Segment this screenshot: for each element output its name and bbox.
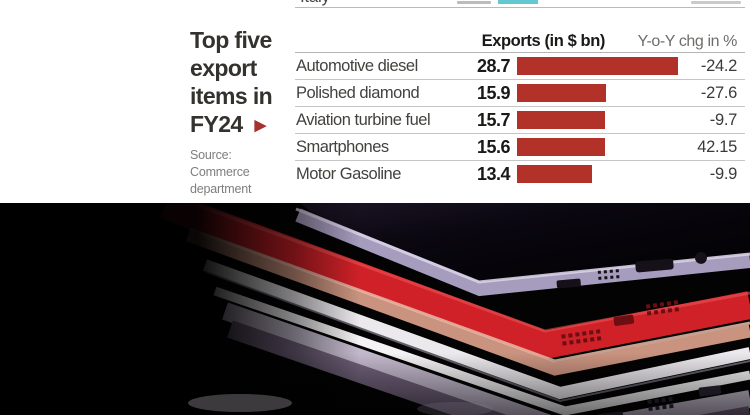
clipped-row-label: Italy: [300, 0, 330, 7]
title-line-4: FY24 ▶: [190, 110, 302, 142]
row-exports-value: 13.4: [476, 164, 511, 184]
title-fy24: FY24: [190, 111, 243, 137]
row-label: Aviation turbine fuel: [296, 111, 431, 129]
row-yoy-value: 42.15: [697, 138, 737, 156]
row-yoy-value: -9.9: [709, 165, 738, 183]
row-bar: [517, 138, 605, 156]
export-table: Exports (in $ bn) Y-o-Y chg in % Automot…: [295, 30, 745, 187]
row-yoy-value: -27.6: [700, 84, 737, 102]
column-header-exports: Exports (in $ bn): [481, 32, 606, 50]
clipped-digits: [691, 1, 741, 4]
chart-title: Top five export items in FY24 ▶: [190, 26, 302, 142]
clipped-previous-chart-row: Italy: [295, 0, 745, 8]
smartphones-photo: [0, 203, 750, 415]
row-yoy-value: -24.2: [700, 57, 737, 75]
table-row: Automotive diesel 28.7 -24.2: [295, 53, 745, 80]
source-note: Source: Commerce department: [190, 147, 251, 198]
table-header: Exports (in $ bn) Y-o-Y chg in %: [295, 30, 745, 53]
source-line-3: department: [190, 182, 252, 196]
row-bar: [517, 111, 606, 129]
row-bar: [517, 84, 607, 102]
row-label: Motor Gasoline: [296, 165, 401, 183]
clipped-cyan-bar: [498, 0, 538, 4]
row-label: Automotive diesel: [296, 57, 418, 75]
clipped-digits: [457, 1, 491, 4]
row-exports-value: 15.7: [476, 110, 511, 130]
title-line-1: Top five: [190, 27, 272, 53]
smartphones-photo-art: [0, 203, 750, 415]
title-line-2: export: [190, 55, 257, 81]
table-row: Smartphones 15.6 42.15: [295, 134, 745, 161]
title-line-3: items in: [190, 83, 273, 109]
row-yoy-value: -9.7: [709, 111, 738, 129]
table-rows: Automotive diesel 28.7 -24.2 Polished di…: [295, 53, 745, 187]
row-exports-value: 15.6: [476, 137, 511, 157]
row-label: Polished diamond: [296, 84, 420, 102]
table-row: Aviation turbine fuel 15.7 -9.7: [295, 107, 745, 134]
row-bar: [517, 57, 678, 75]
row-label: Smartphones: [296, 138, 389, 156]
table-row: Polished diamond 15.9 -27.6: [295, 80, 745, 107]
table-row: Motor Gasoline 13.4 -9.9: [295, 161, 745, 187]
row-exports-value: 28.7: [476, 56, 511, 76]
source-line-2: Commerce: [190, 165, 250, 179]
triangle-pointer-icon: ▶: [254, 117, 267, 134]
row-bar: [517, 165, 593, 183]
row-exports-value: 15.9: [476, 83, 511, 103]
column-header-yoy: Y-o-Y chg in %: [637, 33, 738, 50]
source-line-1: Source:: [190, 148, 232, 162]
